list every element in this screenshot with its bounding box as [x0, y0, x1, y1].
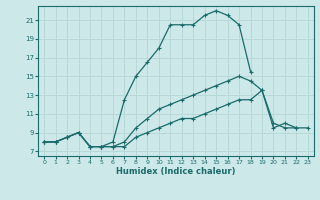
X-axis label: Humidex (Indice chaleur): Humidex (Indice chaleur): [116, 167, 236, 176]
